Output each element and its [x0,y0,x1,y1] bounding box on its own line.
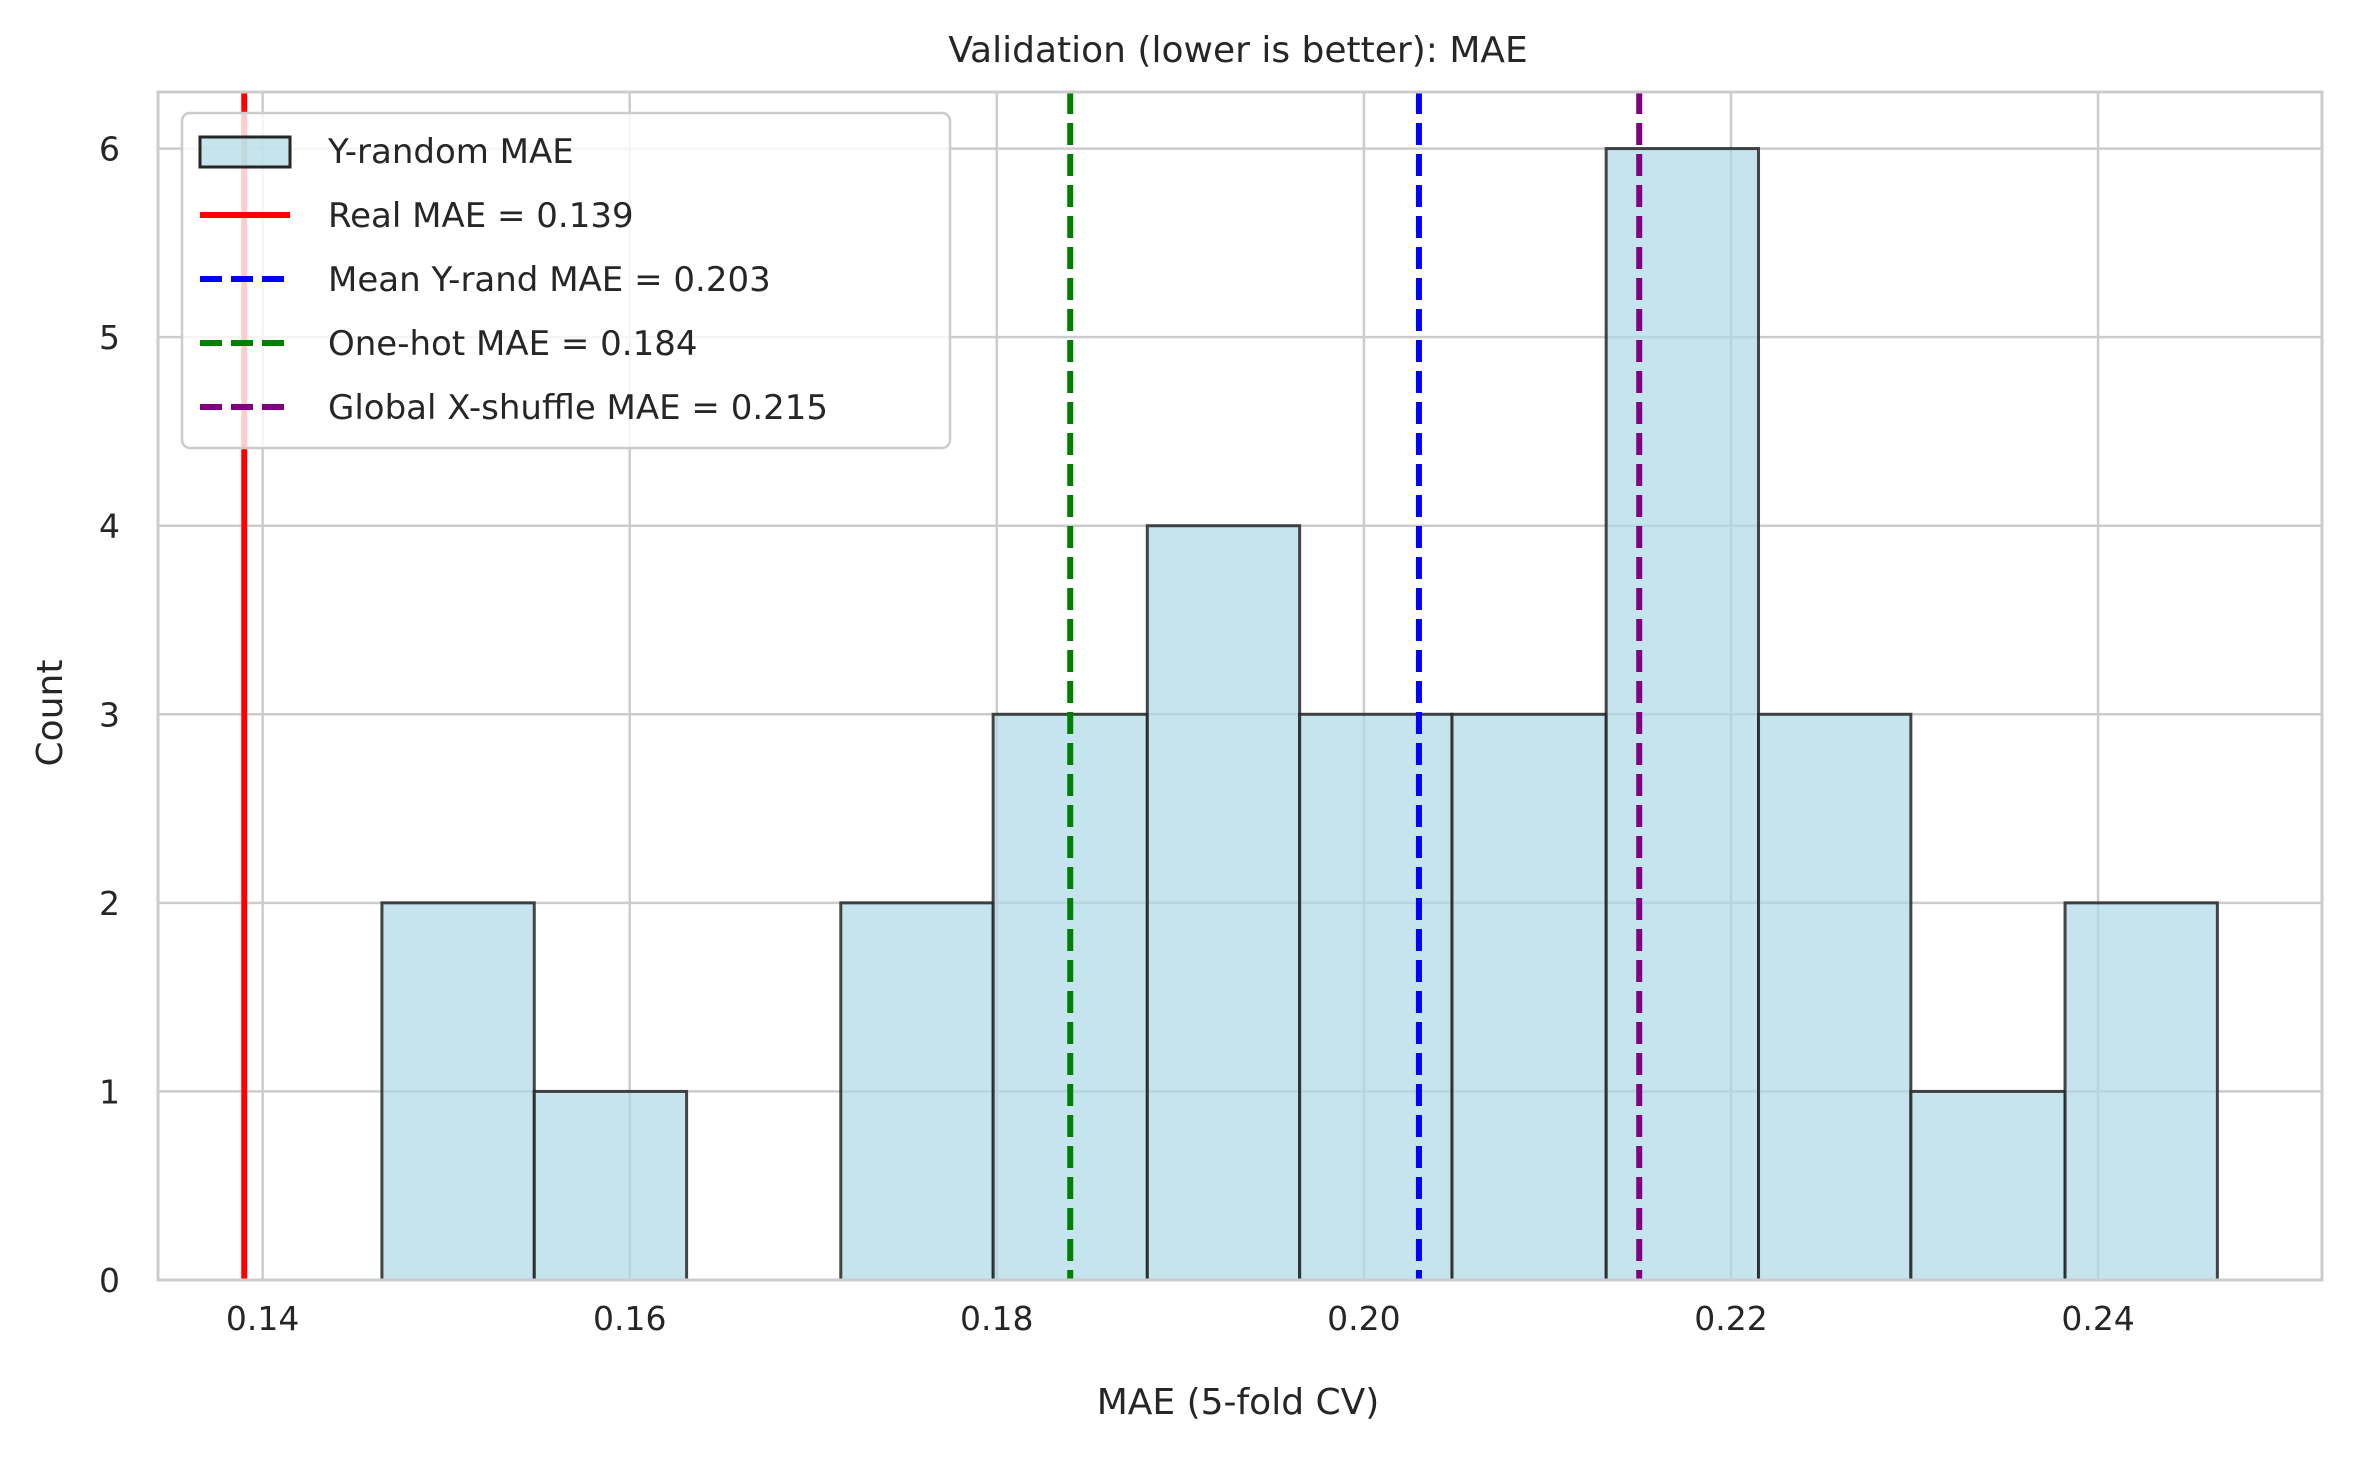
x-axis-label: MAE (5-fold CV) [1097,1382,1380,1423]
legend-label: One-hot MAE = 0.184 [328,324,698,364]
legend: Y-random MAE Real MAE = 0.139 Mean Y-rand … [180,111,952,450]
x-tick-label: 0.22 [1694,1299,1767,1338]
y-axis-ticks: 0 1 2 3 4 5 6 [99,130,120,1300]
y-tick-label: 6 [99,130,120,169]
x-tick-label: 0.24 [2061,1299,2134,1338]
y-tick-label: 5 [99,318,120,357]
histogram-bar [1757,712,1913,1282]
legend-label: Global X-shuffle MAE = 0.215 [328,388,828,428]
histogram-bar [1604,147,1761,1282]
legend-swatch [198,135,292,169]
y-tick-label: 4 [99,507,120,546]
x-tick-label: 0.20 [1327,1299,1400,1338]
histogram-bar [1298,712,1454,1282]
x-tick-label: 0.16 [593,1299,666,1338]
y-tick-label: 3 [99,695,120,734]
legend-label: Real MAE = 0.139 [328,196,634,236]
legend-box [180,111,952,450]
chart-title: Validation (lower is better): MAE [948,30,1528,71]
histogram-bar [2063,901,2219,1282]
x-axis-ticks: 0.14 0.16 0.18 0.20 0.22 0.24 [226,1299,2135,1338]
x-tick-label: 0.14 [226,1299,299,1338]
y-axis-label: Count [30,660,71,767]
legend-label: Y-random MAE [327,132,574,172]
y-tick-label: 0 [99,1261,120,1300]
plot-frame [156,90,2324,1282]
histogram-bar [1145,524,1302,1282]
histogram-bar [532,1089,689,1282]
histogram-bar [380,901,536,1282]
histogram-bar [839,901,995,1282]
x-tick-label: 0.18 [960,1299,1033,1338]
y-tick-label: 2 [99,884,120,923]
histogram-bar [1450,712,1608,1282]
legend-label: Mean Y-rand MAE = 0.203 [328,260,771,300]
y-tick-label: 1 [99,1072,120,1111]
histogram-bar [1909,1089,2067,1282]
